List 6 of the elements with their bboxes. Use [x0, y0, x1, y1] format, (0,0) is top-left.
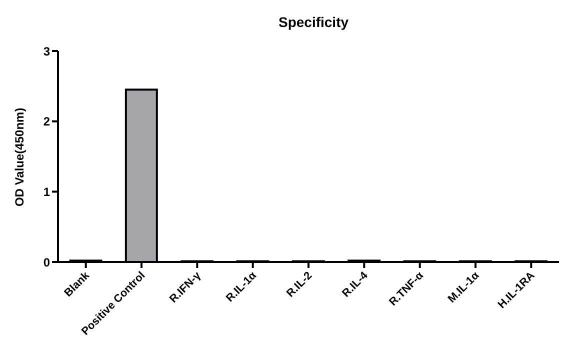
- y-tick-label: 1: [43, 184, 50, 199]
- chart-title: Specificity: [277, 13, 350, 32]
- y-tick-label: 3: [43, 44, 50, 58]
- y-tick-label: 2: [43, 114, 50, 129]
- y-tick-label: 0: [43, 255, 50, 270]
- y-axis-title: OD Value(450nm): [12, 108, 26, 206]
